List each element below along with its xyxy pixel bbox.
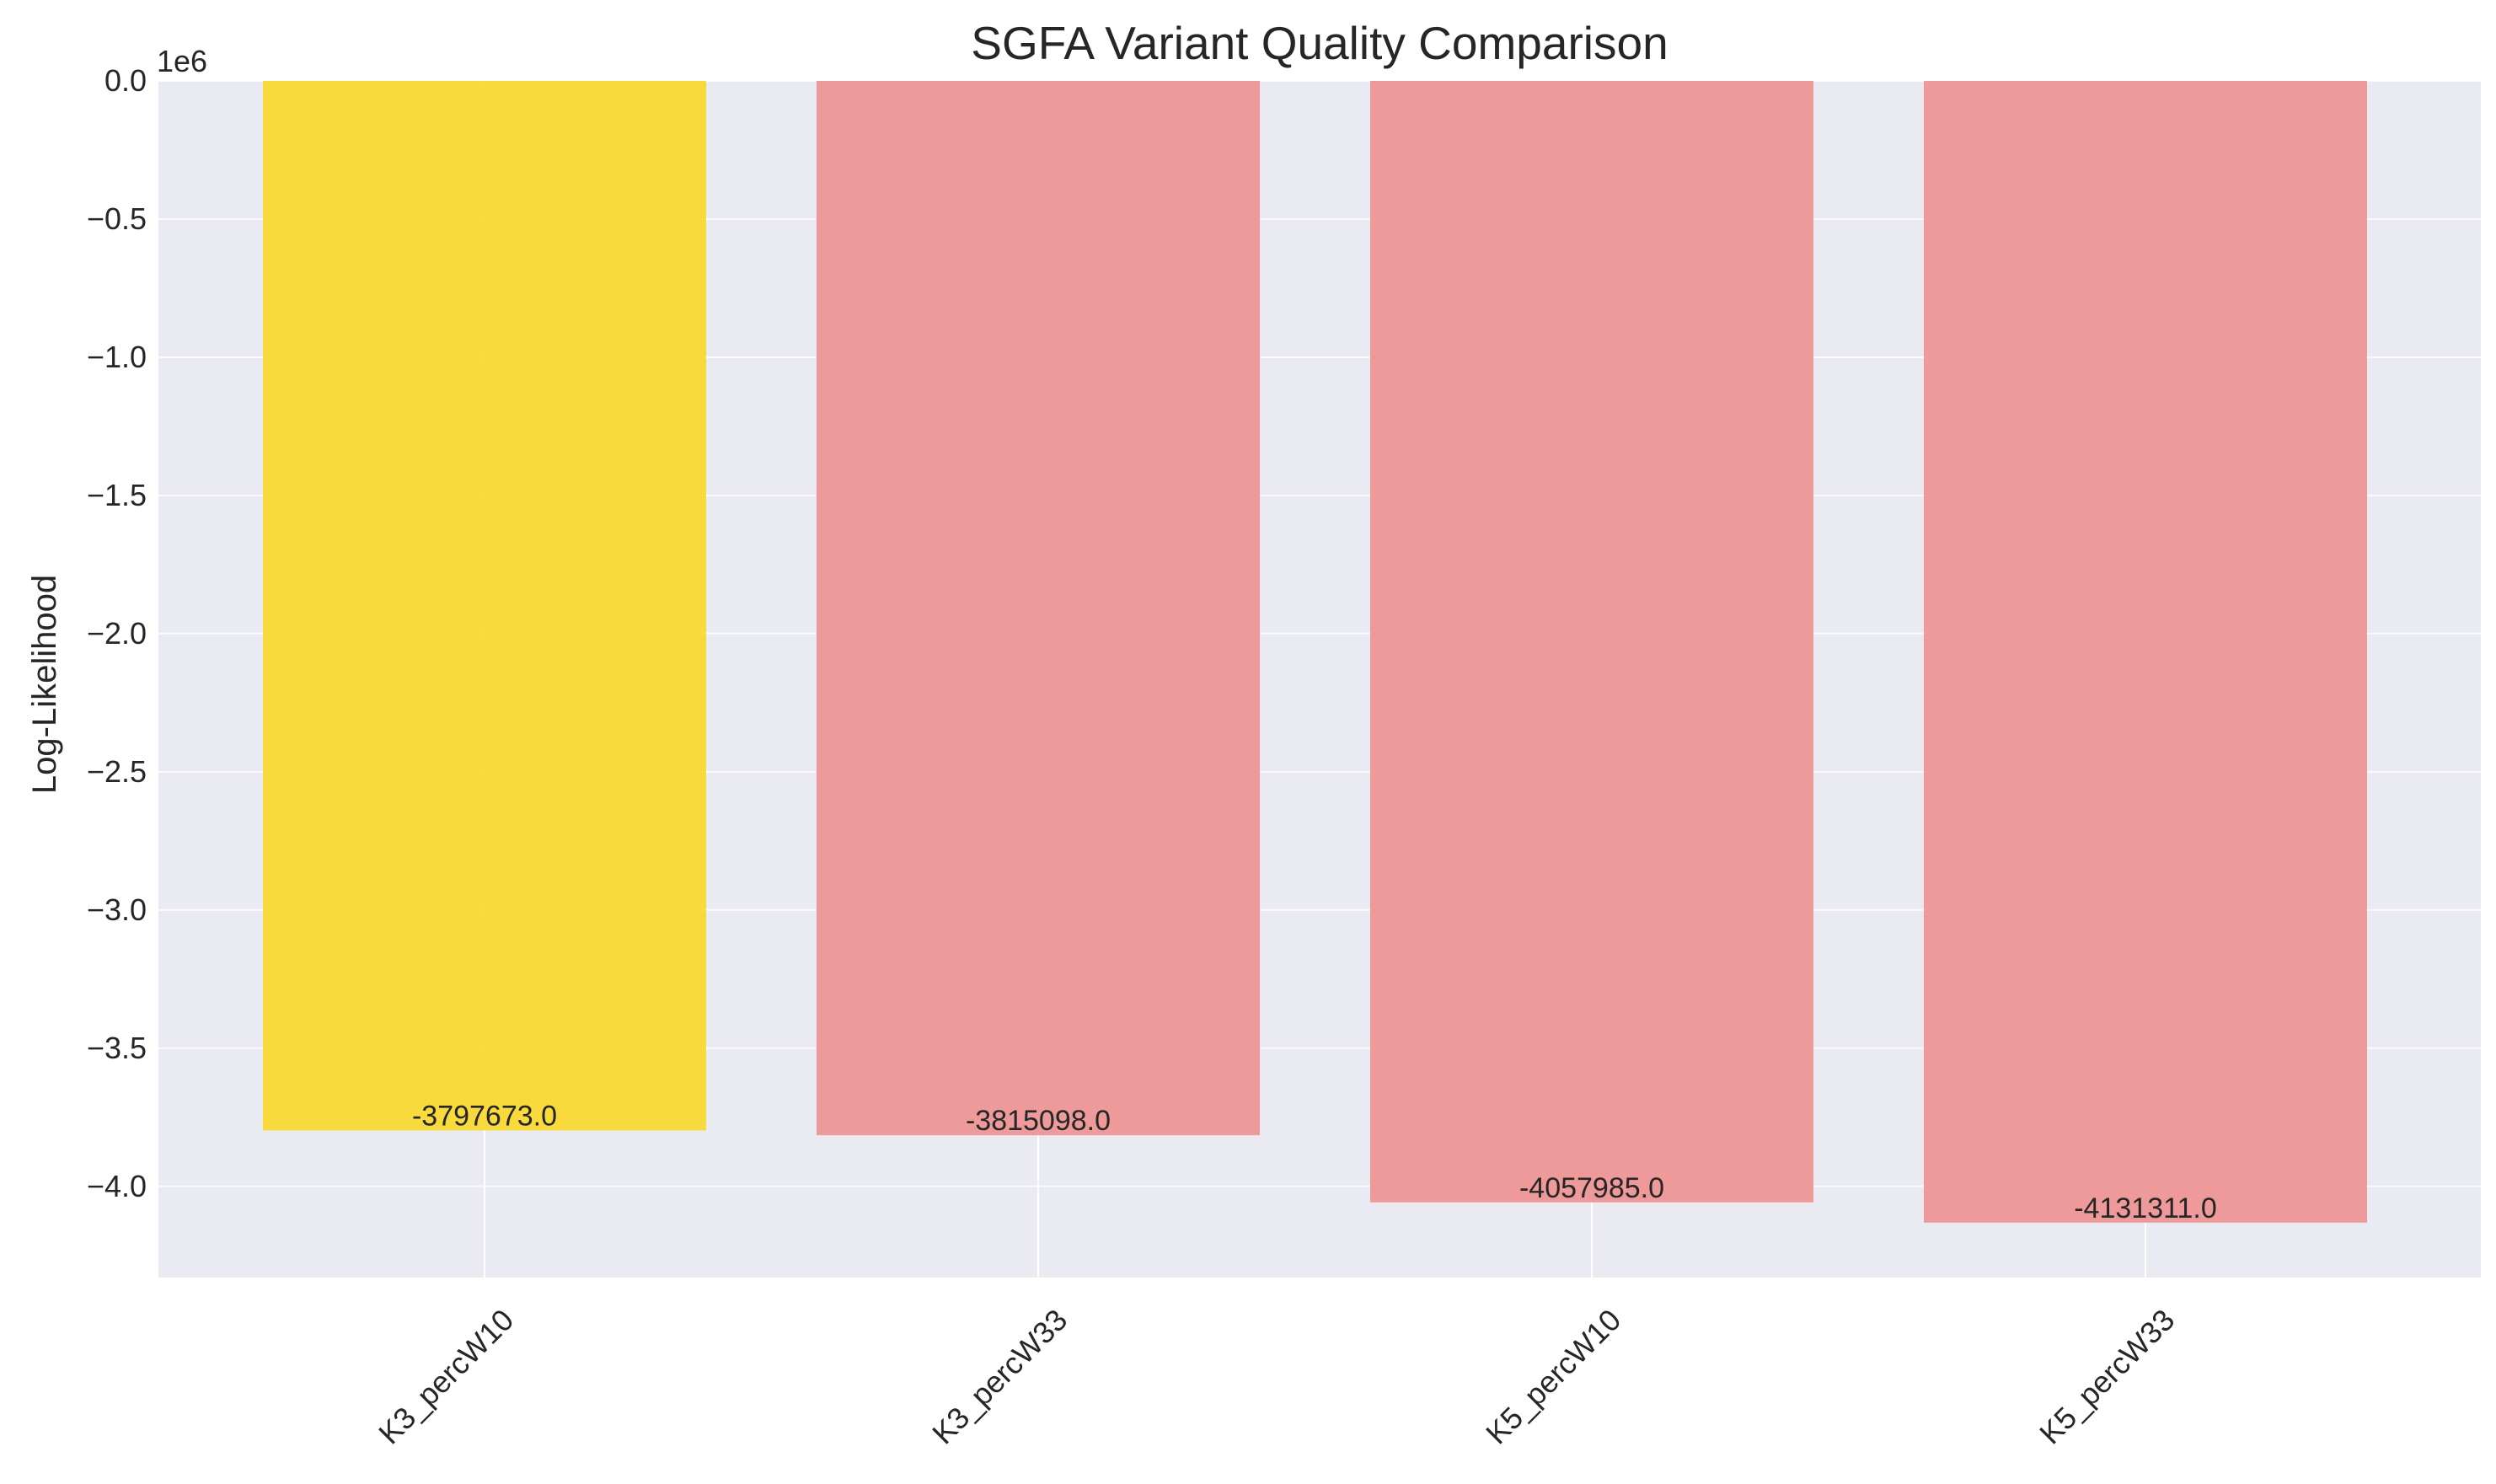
bar-K5_percW33 xyxy=(1924,81,2367,1223)
data-label-K5_percW10: -4057985.0 xyxy=(1519,1172,1664,1204)
y-tick-label: −3.0 xyxy=(87,892,147,927)
bars xyxy=(263,81,2367,1223)
data-label-K3_percW33: -3815098.0 xyxy=(966,1105,1111,1137)
y-tick-label: −2.0 xyxy=(87,616,147,651)
x-tick-label-K3_percW10: K3_percW10 xyxy=(372,1302,520,1450)
x-tick-label-K5_percW33: K5_percW33 xyxy=(2033,1302,2181,1450)
x-tick-labels: K3_percW10 K3_percW33 K5_percW10 K5_percW33 xyxy=(372,1302,2181,1450)
data-label-K5_percW33: -4131311.0 xyxy=(2074,1192,2217,1224)
y-tick-label: −4.0 xyxy=(87,1169,147,1203)
bar-K3_percW10 xyxy=(263,81,706,1131)
y-tick-labels: 0.0 −0.5 −1.0 −1.5 −2.0 −2.5 −3.0 −3.5 −4.0 xyxy=(87,63,147,1203)
data-label-K3_percW10: -3797673.0 xyxy=(412,1100,557,1132)
chart-title: SGFA Variant Quality Comparison xyxy=(971,17,1668,69)
y-tick-label: −2.5 xyxy=(87,754,147,789)
bar-K5_percW10 xyxy=(1370,81,1813,1203)
y-axis-scale-label: 1e6 xyxy=(157,44,207,78)
y-tick-label: −3.5 xyxy=(87,1031,147,1065)
x-tick-label-K5_percW10: K5_percW10 xyxy=(1479,1302,1627,1450)
y-tick-label: 0.0 xyxy=(104,63,147,98)
data-labels: -3797673.0 -3815098.0 -4057985.0 -4131311.0 xyxy=(412,1100,2217,1224)
y-tick-label: −0.5 xyxy=(87,201,147,236)
bar-K3_percW33 xyxy=(817,81,1260,1136)
y-axis-label: Log-Likelihood xyxy=(26,575,63,794)
y-tick-label: −1.5 xyxy=(87,478,147,512)
y-tick-label: −1.0 xyxy=(87,340,147,374)
x-tick-label-K3_percW33: K3_percW33 xyxy=(925,1302,1074,1450)
